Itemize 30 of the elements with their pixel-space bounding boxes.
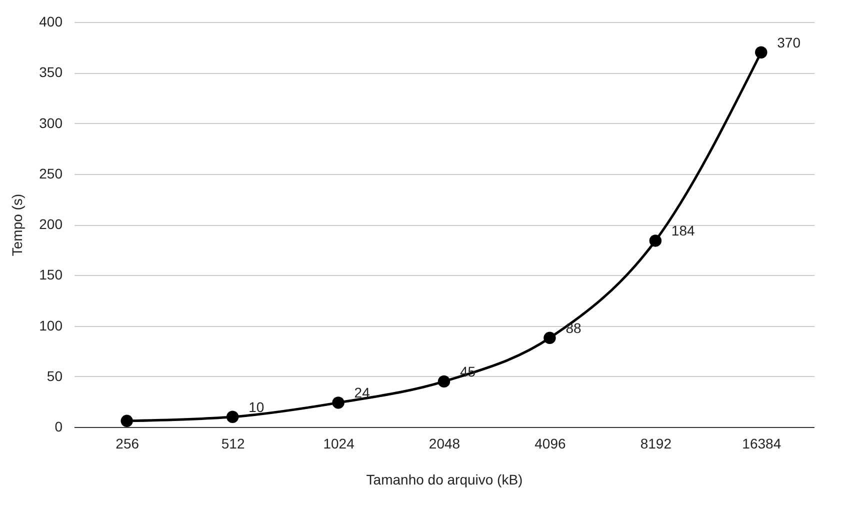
y-axis-title: Tempo (s) [9, 194, 26, 256]
data-label: 370 [777, 34, 801, 50]
point [332, 396, 344, 409]
y-tick-label: 300 [39, 114, 63, 131]
y-tick-label: 0 [54, 418, 63, 434]
point [120, 414, 133, 428]
data-label: 184 [671, 222, 695, 239]
data-label: 88 [566, 320, 582, 336]
x-tick-label: 8192 [640, 436, 672, 452]
point [226, 410, 239, 423]
x-tick-label: 4096 [534, 436, 566, 452]
point [544, 332, 556, 344]
point [649, 234, 662, 247]
data-label: 24 [354, 384, 370, 401]
y-tick-label: 50 [46, 368, 63, 384]
x-tick-label: 1024 [323, 436, 355, 452]
x-tick-label: 512 [221, 436, 245, 452]
y-tick-label: 200 [39, 216, 63, 232]
y-tick-label: 100 [39, 317, 63, 334]
x-tick-label: 16384 [742, 436, 782, 452]
y-tick-label: 400 [39, 14, 63, 30]
y-tick-label: 250 [39, 165, 63, 182]
y-tick-label: 350 [39, 64, 63, 80]
x-tick-label: 2048 [428, 436, 460, 452]
x-tick-label: 256 [116, 436, 140, 452]
data-label: 10 [248, 398, 264, 415]
x-axis-title: Tamanho do arquivo (kB) [366, 472, 523, 488]
point [438, 375, 450, 388]
y-tick-label: 150 [39, 266, 63, 283]
point [755, 46, 768, 58]
